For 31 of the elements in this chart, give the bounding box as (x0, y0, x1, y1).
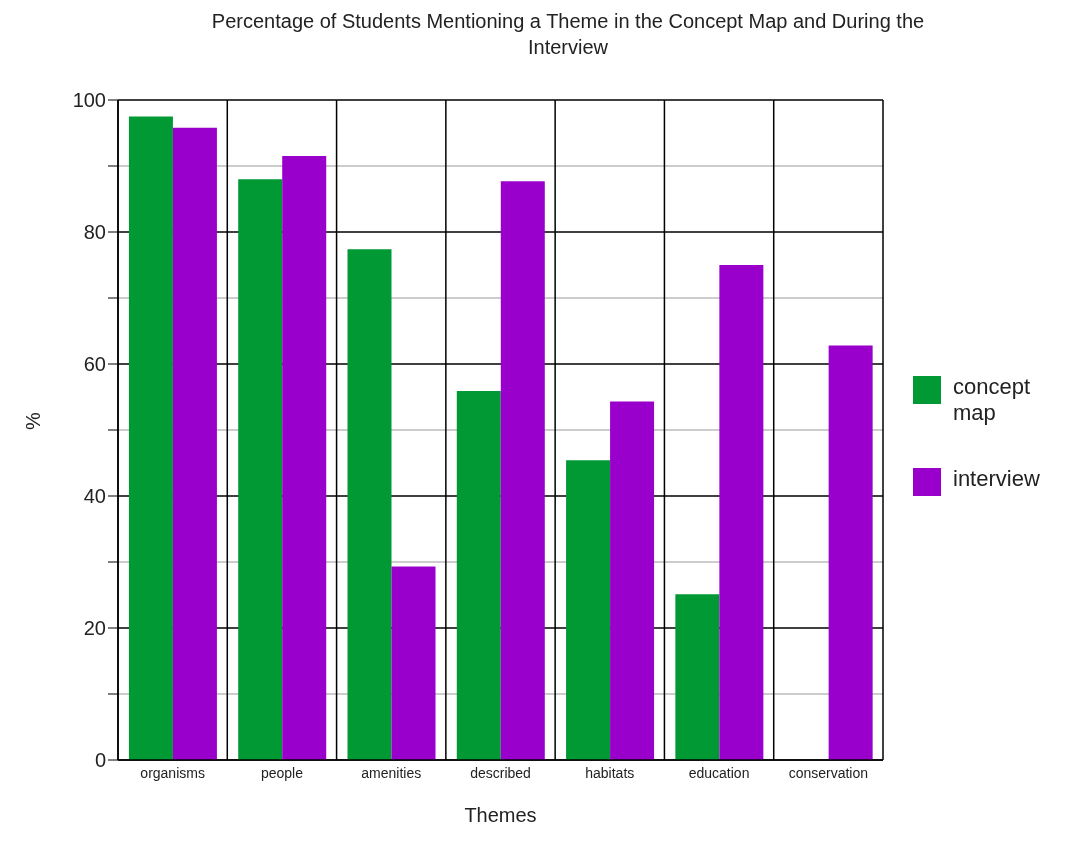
x-axis-title: Themes (464, 804, 537, 826)
bar (456, 391, 501, 760)
bar (128, 116, 173, 760)
x-tick-label: habitats (585, 764, 635, 781)
legend-label: interview (953, 466, 1041, 492)
bar (172, 127, 217, 760)
y-tick-label: 20 (83, 617, 106, 640)
y-tick-label: 60 (83, 353, 106, 376)
x-tick-label: education (688, 764, 750, 781)
bar (500, 181, 545, 760)
bar (282, 156, 327, 760)
chart-title: Percentage of Students Mentioning a Theme in the Concept Map and During the Interview (210, 9, 926, 60)
bar (719, 265, 764, 760)
x-tick-label: described (470, 764, 531, 781)
y-axis-title: % (22, 412, 45, 430)
y-tick-label: 100 (72, 89, 106, 112)
bar (675, 594, 720, 760)
bar (566, 460, 611, 760)
y-tick-label: 40 (83, 485, 106, 508)
x-tick-label: amenities (361, 764, 422, 781)
y-tick-label: 0 (94, 749, 106, 772)
y-tick-label: 80 (83, 221, 106, 244)
legend-label: concept map (953, 374, 1032, 426)
x-tick-label: people (260, 764, 304, 781)
bar (828, 345, 873, 760)
bar (391, 566, 436, 760)
bar (610, 401, 655, 760)
x-tick-label: organisms (140, 764, 205, 781)
bar (238, 179, 283, 760)
x-tick-label: conservation (788, 764, 869, 781)
bar (347, 249, 392, 760)
